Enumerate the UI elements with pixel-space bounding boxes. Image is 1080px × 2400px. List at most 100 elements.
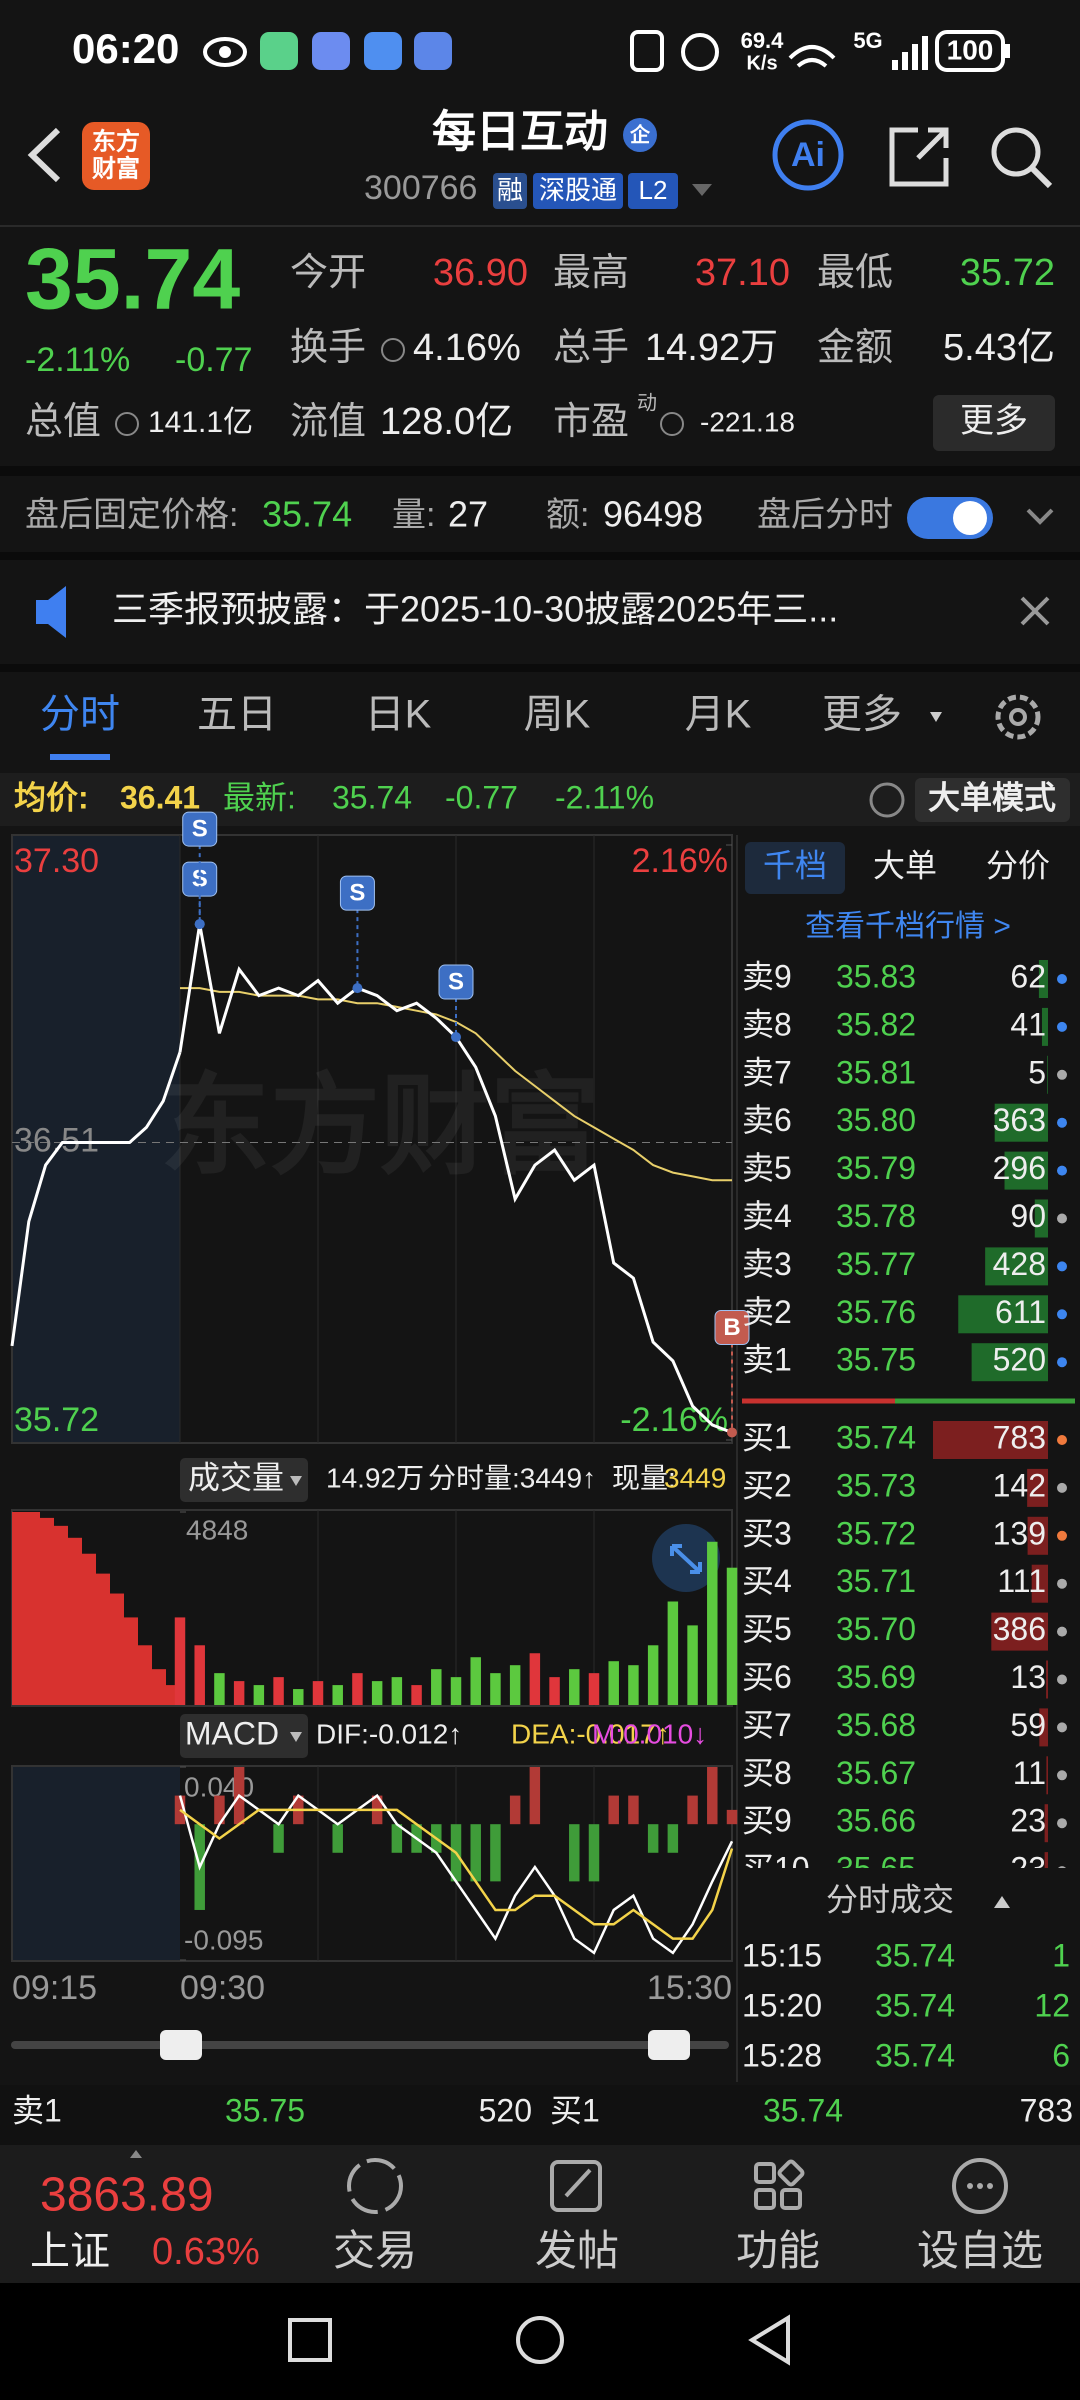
chart-tab[interactable]: 更多 [822,693,902,737]
y-tick-label: 35.72 [14,1401,99,1439]
book-tab[interactable]: 分价 [986,847,1050,883]
chart-tab[interactable]: 月K [685,693,752,737]
settings-core [1009,708,1027,726]
book-price: 35.76 [836,1294,916,1330]
dropdown-arrow[interactable] [692,184,712,196]
volume-bar [687,1625,698,1705]
chart-tab[interactable]: 分时 [40,693,120,737]
volume-bar [647,1645,659,1705]
index-value[interactable]: 3863.89 [40,2169,214,2222]
qty-bar [1027,1468,1048,1507]
func-icon[interactable] [754,2162,776,2184]
info-icon[interactable] [660,412,684,436]
qty-bar [1031,1564,1048,1603]
field-label: 换手 [290,327,366,369]
trade-time: 15:15 [742,1937,822,1973]
share-button[interactable] [889,127,949,187]
trade-time: 15:20 [742,1987,822,2023]
field-value: -221.18 [700,406,795,437]
pe-superscript: 动 [637,391,657,414]
qty-bar [1046,1756,1048,1795]
info-icon[interactable] [381,338,405,362]
speaker-icon [36,586,66,638]
toolbar-label[interactable]: 功能 [736,2227,820,2274]
alarm-icon [681,33,719,71]
more-arrow[interactable] [930,712,942,722]
auction-volume-bar [152,1669,166,1705]
bid-label: 买1 [550,2092,600,2128]
auction-volume-bar [26,1512,40,1705]
toolbar-label[interactable]: 设自选 [917,2227,1043,2274]
trade-price: 35.74 [875,2037,955,2073]
book-price: 35.70 [836,1611,916,1647]
back-button[interactable] [27,127,61,183]
slider-handle[interactable] [160,2030,202,2060]
macd-bar [588,1824,600,1882]
tag-bg [533,173,623,209]
back-nav-button[interactable] [748,2314,790,2366]
toolbar-label[interactable]: 发帖 [535,2227,619,2274]
search-handle [1029,165,1053,189]
chart-tab[interactable]: 周K [524,693,591,737]
signal-dot [451,1032,461,1043]
macd-bar [214,1795,225,1825]
volume-bar [253,1685,265,1705]
current-volume-label: 现量: [612,1462,676,1493]
ai-button[interactable] [772,119,844,191]
watchlist-icon[interactable] [952,2158,1008,2214]
field-label: 金额 [817,327,893,369]
signal-dot [194,919,205,930]
mode-button[interactable] [915,778,1070,822]
trade-price: 35.74 [875,1937,955,1973]
close-button[interactable] [1020,596,1050,626]
volume-selector[interactable] [180,1458,308,1502]
more-button-label[interactable]: 更多 [960,402,1028,440]
net-unit: K/s [746,52,777,74]
book-tab[interactable]: 千档 [763,847,827,883]
field-value: 5.43亿 [943,327,1055,369]
mode-label[interactable]: 大单模式 [928,779,1056,815]
home-button[interactable] [516,2316,564,2364]
book-tab[interactable]: 大单 [873,847,937,883]
book-dot [1057,1674,1067,1685]
macd-selector[interactable] [180,1714,308,1758]
qty-bar [994,1103,1048,1142]
post-icon[interactable] [550,2160,602,2212]
toolbar-label[interactable]: 交易 [333,2227,417,2274]
slider-handle[interactable] [648,2030,690,2060]
volume-bar [667,1601,679,1705]
volume-bar [332,1685,343,1705]
macd-bar [273,1824,284,1853]
stock-tag: 深股通 [539,175,617,205]
signal-dot [727,1427,737,1438]
notice-text[interactable]: 三季报预披露：于2025-10-30披露2025年三... [112,589,838,630]
stock-tag: L2 [639,175,668,205]
macd-bar [509,1795,521,1825]
chart-tab[interactable]: 五日 [197,693,277,737]
avg-label: 均价: [14,779,89,815]
book-dot [1057,1117,1067,1128]
expand-arrow[interactable] [1026,508,1054,525]
trades-title[interactable]: 分时成交 [826,1881,954,1917]
trade-icon[interactable] [347,2158,403,2214]
recents-button[interactable] [288,2318,332,2362]
selector-arrow [290,1732,302,1742]
volume-bar [509,1665,521,1705]
volume-bar [391,1677,403,1705]
stock-badge: 企 [629,122,651,146]
info-icon[interactable] [115,412,139,436]
help-icon[interactable] [869,782,905,818]
auction-volume-bar [68,1537,82,1705]
search-button[interactable] [991,127,1041,177]
more-button[interactable] [933,395,1055,451]
badge-circle [623,118,657,152]
book-price: 35.74 [836,1419,916,1455]
logo-text: 财富 [92,154,140,182]
y2-tick-label: 2.16% [632,842,728,880]
settings-button[interactable] [995,694,1041,740]
bid-qty: 783 [1020,2092,1073,2128]
ask-label: 卖1 [12,2092,62,2128]
book-link[interactable]: 查看千档行情 > [805,910,1011,943]
trade-qty: 12 [1034,1987,1070,2023]
chart-tab[interactable]: 日K [365,693,432,737]
